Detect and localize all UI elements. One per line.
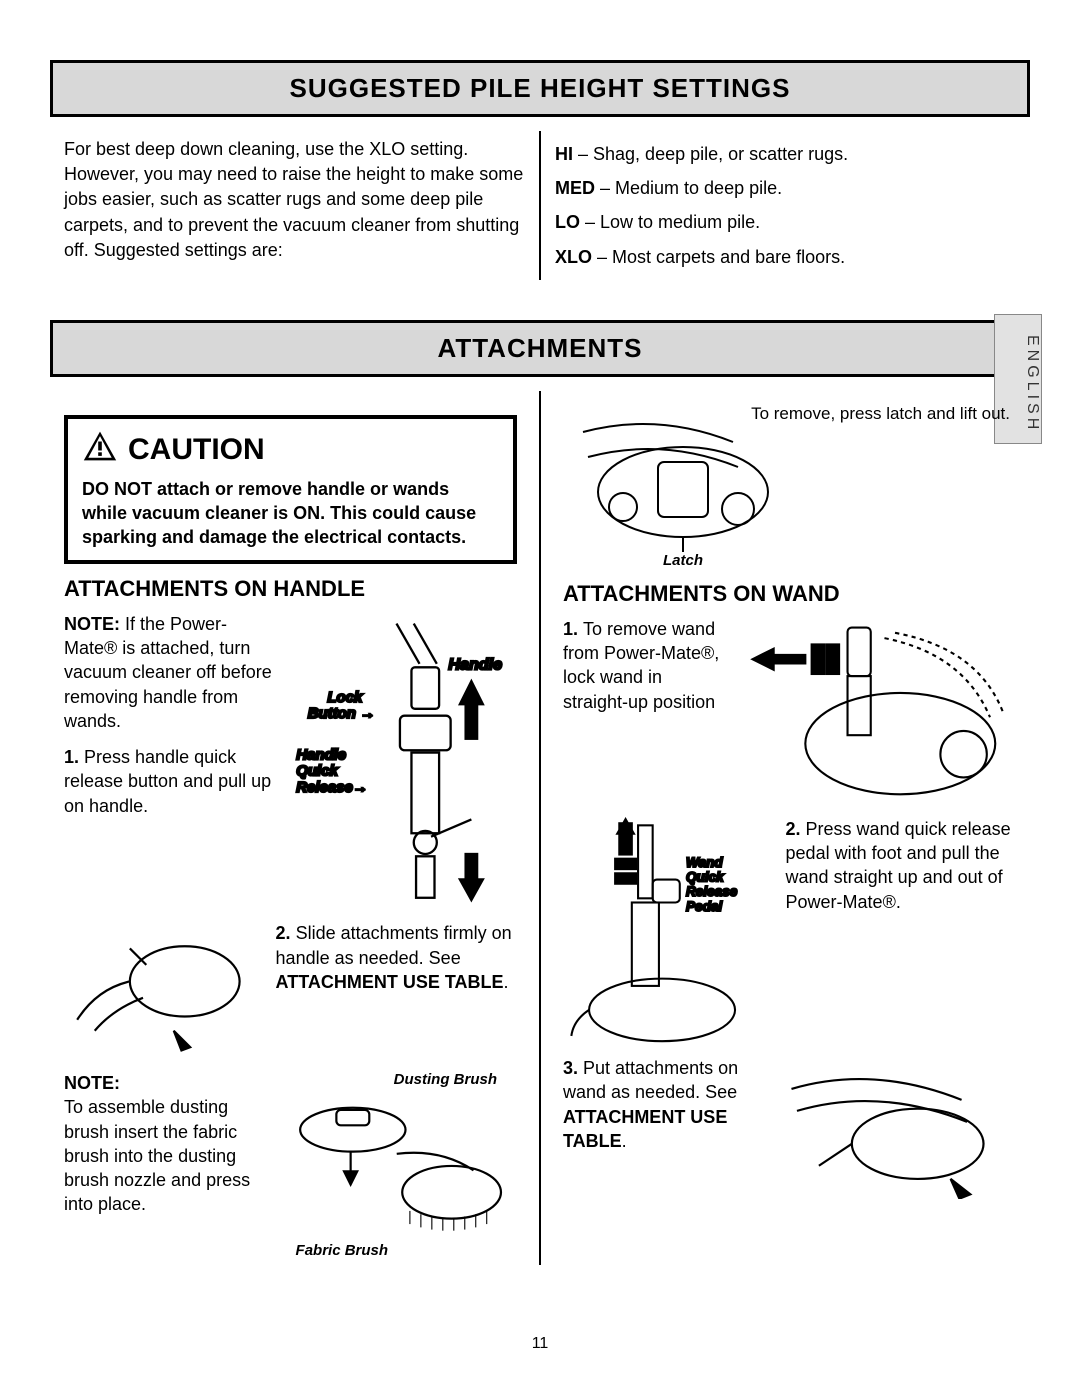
wand-lock-icon xyxy=(742,617,1016,807)
pile-desc: Low to medium pile. xyxy=(600,212,760,232)
step-text: Slide attachments firmly on handle as ne… xyxy=(276,923,512,967)
attachments-header: ATTACHMENTS xyxy=(50,320,1030,377)
step-text: Press wand quick release pedal with foot… xyxy=(786,819,1011,912)
pile-desc: Medium to deep pile. xyxy=(615,178,782,198)
note-label: NOTE: xyxy=(64,614,125,634)
note2-text: To assemble dusting brush insert the fab… xyxy=(64,1095,262,1216)
step-num: 2. xyxy=(786,819,806,839)
pile-desc: Most carpets and bare floors. xyxy=(612,247,845,267)
pile-dash: – xyxy=(580,212,600,232)
step-bold: ATTACH­MENT USE TABLE xyxy=(276,972,504,992)
wand-step3: 3. Put attach­ments on wand as needed. S… xyxy=(563,1056,761,1153)
caution-title: CAUTION xyxy=(128,433,265,467)
wand-step1: 1. To remove wand from Power-Mate®, lock… xyxy=(563,617,728,714)
fig-label-fabric-brush: Fabric Brush xyxy=(296,1242,389,1259)
pile-setting-lo: LO – Low to medium pile. xyxy=(555,205,1016,239)
pile-dash: – xyxy=(595,178,615,198)
svg-text:HandleQuickRelease→: HandleQuickRelease→ xyxy=(296,746,368,795)
warning-icon xyxy=(82,429,118,471)
step-end: . xyxy=(622,1131,627,1151)
pile-desc: Shag, deep pile, or scatter rugs. xyxy=(593,144,848,164)
pile-setting-med: MED – Medium to deep pile. xyxy=(555,171,1016,205)
wand-remove-caption: To remove, press latch and lift out. xyxy=(751,403,1010,425)
step-num: 3. xyxy=(563,1058,583,1078)
wand-top-figure: To remove, press latch and lift out. Lat… xyxy=(563,397,1016,567)
pile-dash: – xyxy=(573,144,593,164)
handle-note: NOTE: If the Power-Mate® is attached, tu… xyxy=(64,612,273,733)
step-text: Put attach­ments on wand as needed. See xyxy=(563,1058,738,1102)
handle-step2: 2. Slide attachments firmly on handle as… xyxy=(276,921,517,994)
step-text: To remove wand from Power-Mate®, lock wa… xyxy=(563,619,719,712)
pile-settings-header: SUGGESTED PILE HEIGHT SETTINGS xyxy=(50,60,1030,117)
pile-label: XLO xyxy=(555,247,592,267)
caution-body: DO NOT attach or remove handle or wands … xyxy=(82,477,499,550)
pile-intro-text: For best deep down cleaning, use the XLO… xyxy=(64,137,525,263)
step-num: 1. xyxy=(563,619,583,639)
wand-step2: 2. Press wand quick release pedal with f… xyxy=(786,817,1016,914)
step-text: Press handle quick release button and pu… xyxy=(64,747,271,816)
step-end: . xyxy=(504,972,509,992)
svg-text:LockButton →: LockButton → xyxy=(307,689,374,722)
attachments-wand-heading: ATTACHMENTS ON WAND xyxy=(563,581,1016,607)
fig-label-latch: Latch xyxy=(663,552,703,569)
handle-diagram-icon: Handle LockButton → HandleQuickRelease→ xyxy=(287,612,517,912)
wand-attachment-icon xyxy=(775,1056,1016,1199)
step-num: 1. xyxy=(64,747,84,767)
step-num: 2. xyxy=(276,923,296,943)
step-bold: ATTACHMENT USE TABLE xyxy=(563,1107,727,1151)
pile-label: MED xyxy=(555,178,595,198)
attachments-handle-heading: ATTACHMENTS ON HANDLE xyxy=(64,576,517,602)
wand-release-icon: WandQuickReleasePedal xyxy=(563,817,772,1046)
dusting-brush-icon xyxy=(276,1088,517,1242)
svg-text:WandQuickReleasePedal: WandQuickReleasePedal xyxy=(686,855,738,914)
caution-box: CAUTION DO NOT attach or remove handle o… xyxy=(64,415,517,564)
pile-dash: – xyxy=(592,247,612,267)
handle-step1: 1. Press handle quick release button and… xyxy=(64,745,273,818)
fig-label-dusting-brush: Dusting Brush xyxy=(394,1071,497,1088)
pile-setting-xlo: XLO – Most carpets and bare floors. xyxy=(555,240,1016,274)
handle-attachment-icon xyxy=(64,921,262,1053)
pile-label: HI xyxy=(555,144,573,164)
fig-label-handle: Handle xyxy=(448,655,502,673)
attachments-body: CAUTION DO NOT attach or remove handle o… xyxy=(50,391,1030,1265)
page-number: 11 xyxy=(0,1335,1080,1353)
pile-label: LO xyxy=(555,212,580,232)
note2-label: NOTE: xyxy=(64,1071,262,1095)
pile-setting-hi: HI – Shag, deep pile, or scatter rugs. xyxy=(555,137,1016,171)
pile-settings-body: For best deep down cleaning, use the XLO… xyxy=(50,131,1030,280)
